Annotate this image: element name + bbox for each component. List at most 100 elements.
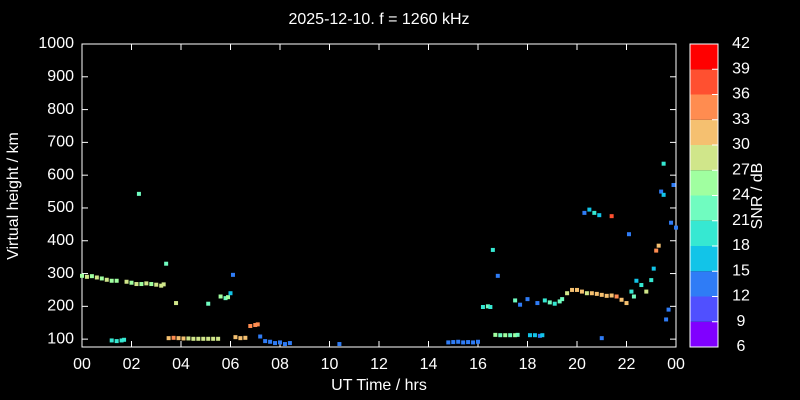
point [134,282,139,287]
colorbar-band [690,246,718,272]
point [649,278,654,283]
point [136,191,141,196]
point [552,301,557,306]
point [129,280,134,285]
point [174,301,179,306]
point [495,273,500,278]
point [525,297,530,302]
point [515,332,520,337]
colorbar-tick-label: 30 [732,136,750,153]
point [337,342,342,347]
point [540,333,545,338]
point [243,335,248,340]
point [89,274,94,279]
point [582,210,587,215]
point [513,298,518,303]
colorbar-tick-label: 36 [732,86,750,103]
point [639,283,644,288]
point [268,339,273,344]
point [114,278,119,283]
point [159,283,164,288]
point [609,293,614,298]
point [488,304,493,309]
point [518,302,523,307]
x-tick-label: 06 [222,356,240,373]
point [144,281,149,286]
y-tick-label: 500 [47,199,74,216]
point [513,333,518,338]
x-tick-label: 00 [73,356,91,373]
colorbar-band [690,271,718,297]
x-tick-label: 14 [420,356,438,373]
point [99,276,104,281]
point [80,273,84,278]
x-tick-label: 04 [172,356,190,373]
point [535,301,540,306]
y-tick-label: 200 [47,298,74,315]
y-tick-label: 400 [47,232,74,249]
point [451,340,456,345]
point [226,295,231,300]
point [666,307,671,312]
colorbar-band [690,195,718,221]
colorbar-band [690,220,718,246]
point [191,336,196,341]
colorbar-tick-label: 42 [732,35,750,52]
point [597,213,602,218]
point [565,291,570,296]
point [629,289,634,294]
point [599,336,604,341]
colorbar-tick-label: 15 [732,262,750,279]
x-tick-label: 20 [568,356,586,373]
point [503,333,508,338]
point [661,192,666,197]
colorbar-label: SNR / dB [749,163,766,230]
point [589,291,594,296]
point [223,296,228,301]
colorbar-tick-label: 24 [732,187,750,204]
point [560,297,565,302]
colorbar-tick-label: 21 [732,212,750,229]
point [119,338,124,343]
point [527,333,532,338]
point [664,317,669,322]
point [233,335,238,340]
point [604,293,609,298]
point [154,282,159,287]
point [124,279,129,284]
point [263,339,268,344]
colorbar-band [690,321,718,347]
point [166,336,171,341]
point [476,339,480,344]
point [201,336,206,341]
point [181,336,186,341]
point [557,299,562,304]
point [228,291,233,296]
point [446,340,451,345]
colorbar-band [690,44,718,70]
x-tick-label: 18 [519,356,537,373]
point [109,278,114,283]
point [258,334,263,339]
colorbar-band [690,94,718,120]
point [471,340,476,345]
point [206,301,211,306]
point [542,298,547,303]
point [94,275,99,280]
x-tick-label: 16 [469,356,487,373]
point [537,333,542,338]
point [466,340,471,345]
colorbar-tick-label: 27 [732,161,750,178]
point [104,277,109,282]
point [114,339,119,344]
plot-frame [81,43,677,348]
point [161,282,166,287]
point [508,333,513,338]
point [631,294,636,299]
point [230,272,235,277]
point [109,338,114,343]
point [651,266,656,271]
y-tick-label: 900 [47,68,74,85]
